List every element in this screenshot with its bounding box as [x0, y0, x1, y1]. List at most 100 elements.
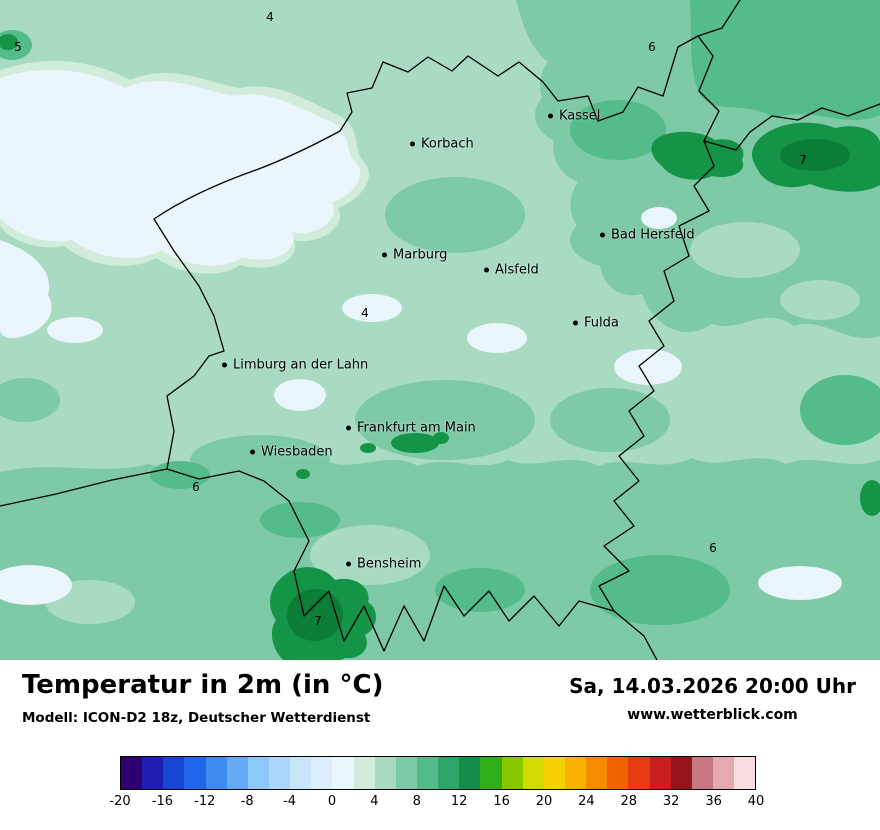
city-marker-korbach: Korbach — [410, 137, 474, 152]
colorbar-segment — [184, 757, 206, 789]
colorbar-segment — [374, 757, 396, 789]
colorbar-tick-label: 8 — [412, 794, 421, 809]
city-dot — [410, 141, 415, 147]
city-label: Limburg an der Lahn — [233, 357, 369, 373]
city-label: Korbach — [421, 136, 474, 152]
colorbar-segment — [459, 757, 481, 789]
colorbar-tick-label: 0 — [327, 794, 337, 809]
city-marker-alsfeld: Alsfeld — [484, 263, 539, 278]
colorbar-segment — [734, 757, 756, 789]
city-dot — [250, 449, 255, 455]
city-label: Frankfurt am Main — [357, 420, 476, 436]
city-dot — [346, 561, 351, 567]
temperature-value-label: 7 — [314, 614, 322, 628]
colorbar-segment — [480, 757, 502, 789]
colorbar-segment — [332, 757, 354, 789]
colorbar-segment — [501, 757, 523, 789]
colorbar-segment — [226, 757, 248, 789]
temperature-value-label: 4 — [361, 306, 369, 320]
colorbar-segment — [522, 757, 544, 789]
city-label: Kassel — [559, 108, 601, 124]
city-label: Alsfeld — [495, 262, 539, 278]
city-dot — [346, 425, 351, 431]
weather-map: Kassel Korbach Marburg Alsfeld Bad Hersfeld F… — [0, 0, 880, 660]
colorbar-tick-label: -12 — [194, 794, 216, 809]
colorbar-tick-label: 28 — [620, 794, 638, 809]
colorbar-segment — [564, 757, 587, 789]
colorbar-segment — [543, 757, 565, 789]
colorbar-segment — [268, 757, 291, 789]
city-marker-marburg: Marburg — [382, 248, 447, 263]
colorbar-segment — [416, 757, 439, 789]
colorbar-segment — [311, 757, 333, 789]
colorbar-segment — [712, 757, 735, 789]
colorbar-segment — [586, 757, 608, 789]
city-label: Bad Hersfeld — [611, 227, 695, 243]
city-dot — [548, 113, 553, 119]
map-overlay: Kassel Korbach Marburg Alsfeld Bad Hersfeld F… — [14, 10, 807, 628]
colorbar-segment — [628, 757, 650, 789]
colorbar-segment — [395, 757, 417, 789]
city-marker-frankfurt-am-main: Frankfurt am Main — [346, 421, 476, 436]
colorbar-tick-label: 4 — [370, 794, 379, 809]
model-info: Modell: ICON-D2 18z, Deutscher Wetterdie… — [22, 710, 371, 726]
temperature-map-graphic — [0, 0, 880, 660]
colorbar-tick-label: 16 — [493, 794, 510, 809]
city-label: Marburg — [393, 247, 448, 263]
colorbar-segment — [353, 757, 375, 789]
region-holes — [45, 222, 860, 624]
city-marker-fulda: Fulda — [573, 316, 619, 331]
temperature-value-label: 4 — [266, 10, 274, 24]
colorbar-tick-label: 24 — [578, 794, 595, 809]
colorbar-segment — [691, 757, 713, 789]
colorbar-ticks: -20 -16 -12 -8 -4 0 4 8 12 16 20 24 28 32 36 40 — [109, 794, 764, 814]
colorbar-segment — [290, 757, 312, 789]
colorbar-segment — [121, 757, 143, 789]
map-footer: Temperatur in 2m (in °C) Modell: ICON-D2… — [0, 660, 880, 830]
forecast-datetime: Sa, 14.03.2026 20:00 Uhr — [569, 674, 856, 698]
city-marker-kassel: Kassel — [548, 109, 600, 124]
colorbar-segment — [649, 757, 671, 789]
colorbar-tick-label: 12 — [450, 794, 468, 809]
colorbar: -20 -16 -12 -8 -4 0 4 8 12 16 20 24 28 32 36 40 — [109, 756, 764, 814]
colorbar-segment — [670, 757, 692, 789]
city-marker-limburg-an-der-lahn: Limburg an der Lahn — [222, 358, 368, 373]
state-borders — [0, 0, 880, 660]
city-marker-bad-hersfeld: Bad Hersfeld — [600, 228, 695, 243]
colorbar-tick-label: 40 — [747, 794, 765, 809]
colorbar-tick-label: -8 — [240, 794, 254, 809]
colorbar-segment — [163, 757, 185, 789]
city-dot — [382, 252, 387, 258]
city-dot — [484, 267, 489, 273]
city-marker-wiesbaden: Wiesbaden — [250, 445, 333, 460]
colorbar-segment — [438, 757, 460, 789]
page-title: Temperatur in 2m (in °C) — [22, 670, 384, 700]
colorbar-segment — [607, 757, 629, 789]
city-marker-bensheim: Bensheim — [346, 557, 421, 572]
colorbar-tick-label: 32 — [662, 794, 680, 809]
temperature-value-label: 6 — [192, 480, 200, 494]
city-label: Bensheim — [357, 556, 422, 572]
city-label: Fulda — [584, 315, 619, 331]
warm-region-darker — [0, 0, 880, 625]
temperature-value-label: 6 — [709, 541, 717, 555]
cold-region-pale — [0, 69, 842, 605]
colorbar-tick-label: -16 — [151, 794, 174, 809]
website-url: www.wetterblick.com — [627, 707, 798, 723]
colorbar-segment — [247, 757, 269, 789]
datetime-block: Sa, 14.03.2026 20:00 Uhr www.wetterblick… — [569, 674, 856, 723]
colorbar-tick-label: -4 — [283, 794, 297, 809]
city-dot — [573, 320, 578, 326]
city-label: Wiesbaden — [261, 444, 333, 460]
city-dot — [600, 232, 605, 238]
colorbar-segment — [205, 757, 227, 789]
temperature-value-label: 6 — [648, 40, 656, 54]
colorbar-segment — [142, 757, 164, 789]
colorbar-tick-label: -20 — [109, 794, 131, 809]
temperature-value-label: 7 — [799, 153, 807, 167]
colorbar-tick-label: 36 — [705, 794, 722, 809]
temperature-value-label: 5 — [14, 40, 22, 54]
colorbar-tick-label: 20 — [535, 794, 553, 809]
city-dot — [222, 362, 227, 368]
colorbar-segments — [120, 756, 756, 790]
